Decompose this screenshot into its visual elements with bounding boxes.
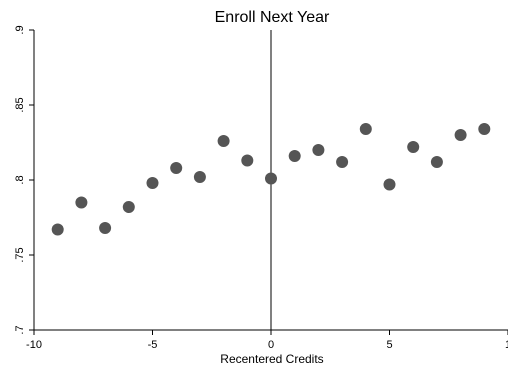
x-tick-label: 0 — [268, 339, 274, 351]
scatter-point — [430, 156, 443, 168]
scatter-point — [478, 123, 491, 135]
data-points — [51, 123, 491, 236]
x-tick-label: 5 — [386, 339, 392, 351]
y-tick-label: .85 — [14, 97, 26, 112]
chart-title: Enroll Next Year — [215, 9, 330, 26]
scatter-point — [336, 156, 349, 168]
scatter-point — [75, 196, 88, 209]
scatter-point — [288, 150, 301, 162]
scatter-point — [359, 123, 372, 135]
scatter-point — [170, 162, 183, 174]
scatter-point — [122, 201, 135, 213]
scatter-point — [383, 178, 396, 191]
y-axis-ticks: .7 .75 .8 .85 .9 — [14, 25, 34, 335]
scatter-point — [217, 135, 230, 147]
scatter-point — [454, 129, 467, 141]
scatter-point — [51, 223, 64, 236]
x-tick-label: -10 — [26, 339, 42, 351]
y-tick-label: .9 — [14, 25, 26, 34]
y-tick-label: .7 — [14, 325, 26, 334]
scatter-point — [241, 154, 254, 167]
scatter-point — [265, 172, 277, 185]
scatter-point — [99, 222, 112, 234]
x-axis-ticks: -10 -5 0 5 10 — [26, 330, 508, 351]
y-tick-label: .75 — [14, 247, 26, 262]
x-tick-label: -5 — [148, 339, 158, 351]
scatter-point — [146, 177, 159, 189]
x-axis-title: Recentered Credits — [220, 352, 323, 366]
x-tick-label: 10 — [505, 339, 508, 351]
y-tick-label: .8 — [14, 175, 26, 184]
scatter-point — [193, 171, 206, 183]
scatter-point — [407, 141, 420, 153]
scatter-point — [312, 144, 325, 156]
